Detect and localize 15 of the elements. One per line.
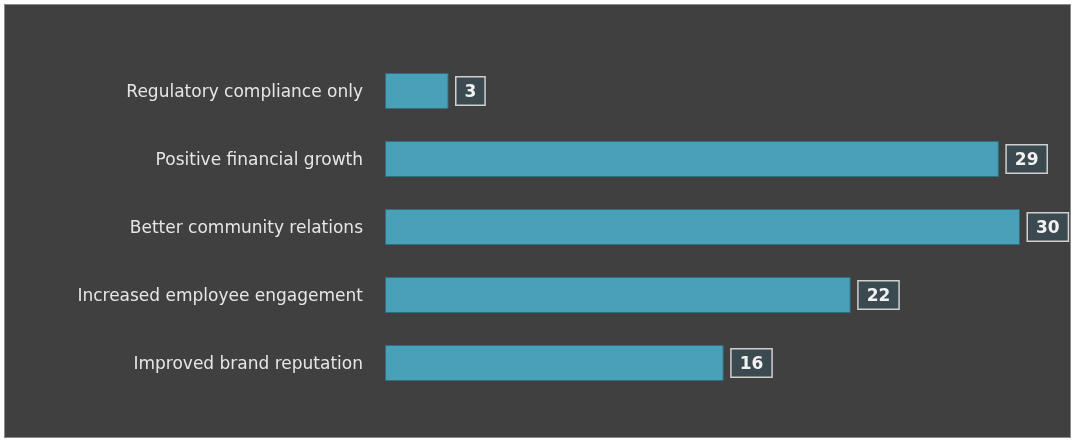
y-tick-label: Improved brand reputation [133,353,363,373]
data-label: 22 [866,285,891,305]
data-label: 3 [464,81,477,101]
bar [385,73,449,109]
bar [385,209,1020,245]
data-label: 30 [1036,217,1060,237]
y-tick-label: Better community relations [129,217,364,237]
y-tick-label: Regulatory compliance only [126,81,363,101]
bar [385,345,724,381]
bar [385,277,851,313]
data-label: 29 [1014,149,1039,169]
y-tick-label: Positive financial growth [155,149,363,169]
bar [385,141,999,177]
data-label: 16 [739,353,764,373]
y-tick-label: Increased employee engagement [77,285,364,305]
